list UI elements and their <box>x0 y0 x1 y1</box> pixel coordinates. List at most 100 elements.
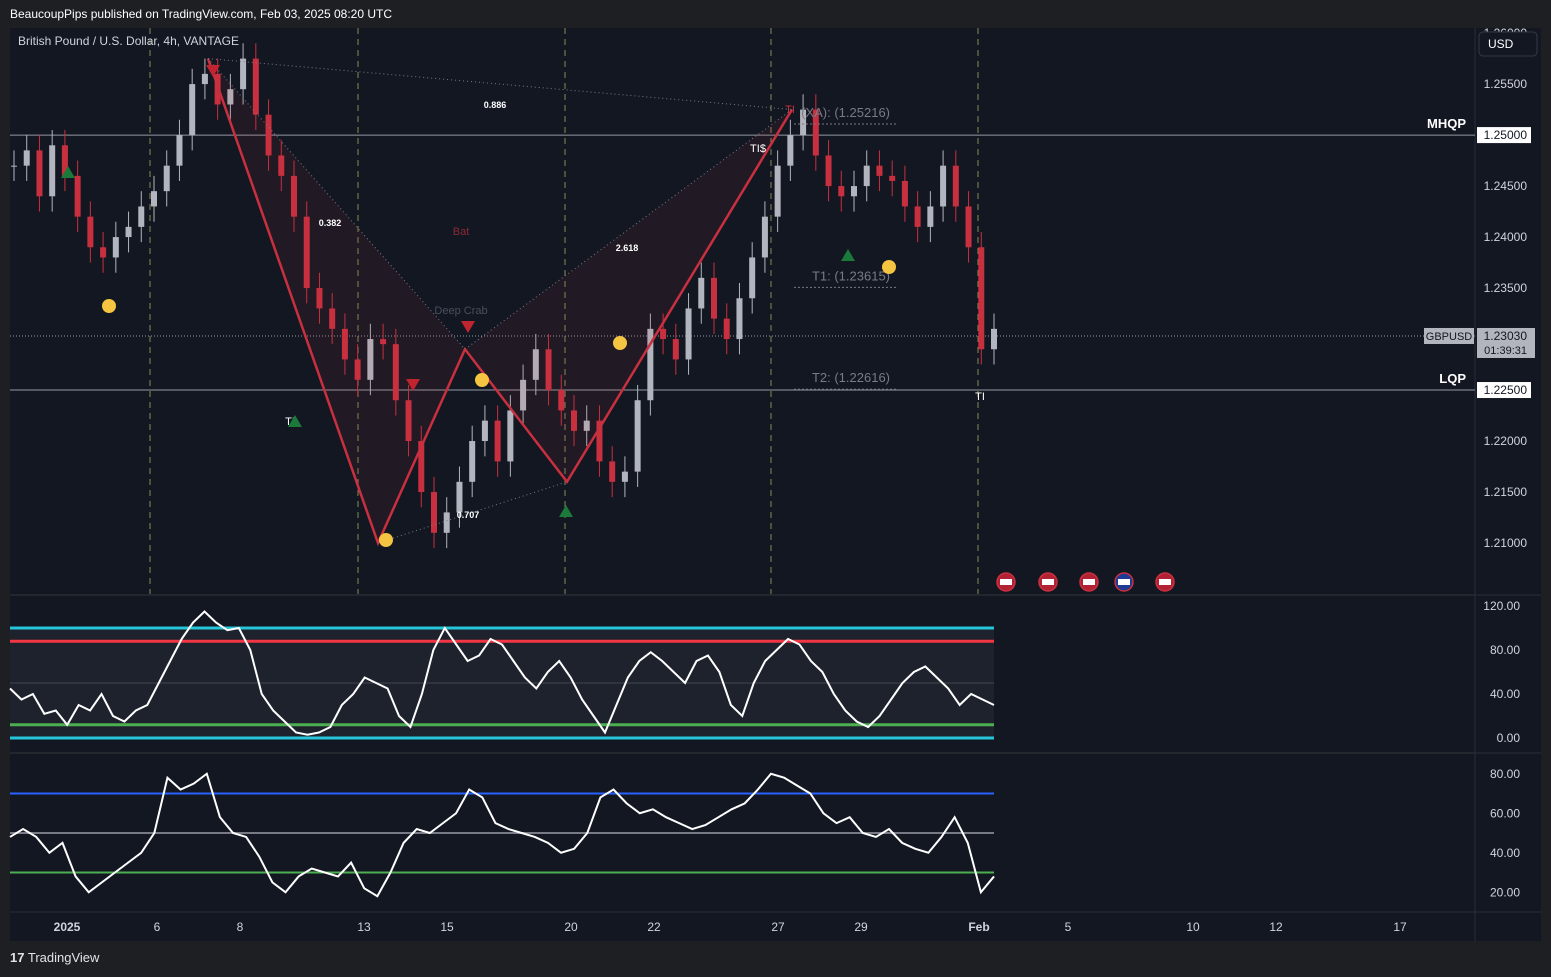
target-label: T2: (1.22616) <box>812 370 890 385</box>
candle-body <box>151 191 157 207</box>
candle-body <box>812 109 819 156</box>
buy-signal-arrow <box>61 166 75 178</box>
candle-body <box>201 73 208 85</box>
tradingview-brand: TradingView <box>27 950 100 965</box>
candle-body <box>138 206 145 227</box>
signal-dot <box>102 299 116 313</box>
candle-body <box>125 226 132 238</box>
candle-body <box>87 216 94 248</box>
candle-body <box>621 471 628 482</box>
pattern-fill-xab <box>208 58 465 544</box>
event-flag-icon <box>996 572 1016 592</box>
candle-body <box>392 344 399 401</box>
sell-signal-arrow <box>206 65 220 77</box>
main-pane <box>10 28 1475 594</box>
event-flag-icon <box>1079 572 1099 592</box>
candle-body <box>698 277 705 309</box>
pattern-alt-name: Deep Crab <box>434 305 487 317</box>
buy-signal-arrow <box>288 415 302 427</box>
candle-body <box>723 318 730 340</box>
ratio-label: 0.886 <box>484 100 507 110</box>
pattern-name: Bat <box>453 226 470 238</box>
candle-body <box>647 328 654 401</box>
candle-body <box>303 216 310 289</box>
price-tick-label: 1.24000 <box>1484 230 1528 244</box>
signal-dot <box>379 533 393 547</box>
time-tick-label: 10 <box>1186 920 1200 934</box>
candle-body <box>61 145 68 176</box>
tradingview-logo-icon: 17 <box>10 950 25 965</box>
candle-body <box>583 420 590 431</box>
ratio-label: 2.618 <box>616 243 639 253</box>
tradingview-logo[interactable]: 17 TradingView <box>10 950 99 965</box>
candle-body <box>443 512 450 533</box>
candle-body <box>927 206 934 227</box>
candle-body <box>532 349 539 380</box>
symbol-tag: GBPUSD <box>1426 331 1473 343</box>
buy-signal-arrow <box>559 505 573 517</box>
price-tick-label: 1.21000 <box>1484 536 1528 550</box>
candle-body <box>914 206 921 227</box>
price-tick-label: 1.21500 <box>1484 485 1528 499</box>
time-tick-label: 2025 <box>54 920 81 934</box>
candle-body <box>341 328 348 360</box>
candle-body <box>49 145 56 197</box>
footer-bar <box>0 941 1551 977</box>
event-flag-icon <box>1155 572 1175 592</box>
sell-signal-arrow <box>461 321 475 333</box>
candle-body <box>227 89 234 105</box>
osc2-line <box>9 772 995 898</box>
candle-body <box>278 155 285 176</box>
ti-marker: TI <box>975 391 985 403</box>
candle-body <box>660 328 667 340</box>
time-tick-label: 20 <box>564 920 578 934</box>
time-axis <box>10 912 1541 941</box>
candle-body <box>838 186 845 197</box>
buy-signal-arrow <box>841 249 855 261</box>
osc1-tick-label: 80.00 <box>1490 643 1520 657</box>
candle-body <box>418 441 425 493</box>
ti-marker: TI <box>785 104 795 116</box>
candle-body <box>634 400 641 472</box>
event-flag-icon <box>1038 572 1058 592</box>
candle-body <box>596 420 603 462</box>
candle-body <box>163 165 170 192</box>
signal-dot <box>613 336 627 350</box>
currency-button <box>1478 31 1538 57</box>
candle-body <box>380 339 387 345</box>
candle-body <box>685 308 692 360</box>
publish-info: BeaucoupPips published on TradingView.co… <box>10 7 393 21</box>
candle-body <box>354 359 361 380</box>
pattern-xb-line <box>207 58 466 350</box>
candle-body <box>469 441 476 482</box>
candle-body <box>609 461 616 482</box>
candle-body <box>265 114 272 156</box>
price-tick-label: 1.22000 <box>1484 434 1528 448</box>
candle-body <box>774 165 781 217</box>
level-price-box <box>1477 382 1531 399</box>
candle-body <box>507 410 514 462</box>
candle-body <box>889 175 896 181</box>
pattern-xd-line <box>207 58 793 111</box>
candle-body <box>825 155 832 187</box>
symbol-description: British Pound / U.S. Dollar, 4h, VANTAGE <box>18 34 239 48</box>
osc1-line <box>9 610 995 736</box>
time-tick-label: 5 <box>1065 920 1072 934</box>
candle-body <box>940 165 947 207</box>
candle-body <box>545 349 552 391</box>
osc1-tick-label: 40.00 <box>1490 687 1520 701</box>
currency-label: USD <box>1488 37 1514 51</box>
candle-body <box>711 277 717 319</box>
symbol-tag-box <box>1424 327 1474 344</box>
time-tick-label: 27 <box>771 920 785 934</box>
osc2-tick-label: 60.00 <box>1490 806 1520 820</box>
candle-body <box>405 400 412 442</box>
candle-body <box>978 247 985 350</box>
signal-dot <box>475 373 489 387</box>
time-tick-label: 12 <box>1269 920 1283 934</box>
time-tick-label: 6 <box>154 920 161 934</box>
time-tick-label: Feb <box>968 920 989 934</box>
level-price-box <box>1477 127 1531 144</box>
level-label: LQP <box>1439 371 1466 386</box>
